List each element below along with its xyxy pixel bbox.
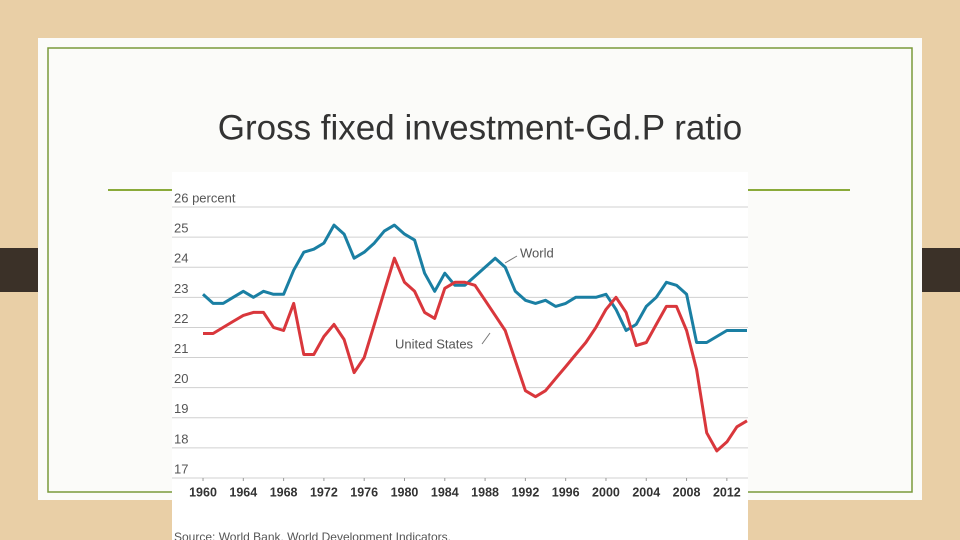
series-label: United States (395, 336, 474, 351)
chart-image (172, 172, 748, 540)
y-tick-label: 21 (174, 341, 188, 356)
y-tick-label: 20 (174, 371, 188, 386)
y-tick-label: 23 (174, 281, 188, 296)
x-tick-label: 1960 (189, 485, 217, 499)
label-leader (504, 255, 518, 264)
x-tick-label: 2000 (592, 485, 620, 499)
x-tick-label: 2004 (632, 485, 660, 499)
series-label: World (520, 245, 554, 260)
slide-title: Gross fixed investment-Gd.P ratio (218, 108, 743, 147)
x-tick-label: 1972 (310, 485, 338, 499)
y-tick-label: 18 (174, 431, 188, 446)
y-tick-label: 26 percent (174, 190, 236, 205)
y-tick-label: 22 (174, 311, 188, 326)
x-tick-label: 1976 (350, 485, 378, 499)
y-tick-label: 25 (174, 221, 188, 236)
x-tick-label: 1984 (431, 485, 459, 499)
y-tick-label: 19 (174, 401, 188, 416)
source-note: Source: World Bank, World Development In… (174, 530, 451, 540)
x-tick-label: 2008 (673, 485, 701, 499)
y-tick-label: 17 (174, 461, 188, 476)
x-tick-label: 2012 (713, 485, 741, 499)
x-tick-label: 1988 (471, 485, 499, 499)
label-leader (481, 332, 491, 345)
x-tick-label: 1996 (552, 485, 580, 499)
series-line (201, 223, 747, 344)
x-tick-label: 1980 (391, 485, 419, 499)
series-line (203, 256, 748, 453)
x-tick-label: 1968 (270, 485, 298, 499)
x-tick-label: 1992 (511, 485, 539, 499)
x-tick-label: 1964 (229, 485, 257, 499)
y-tick-label: 24 (174, 251, 188, 266)
